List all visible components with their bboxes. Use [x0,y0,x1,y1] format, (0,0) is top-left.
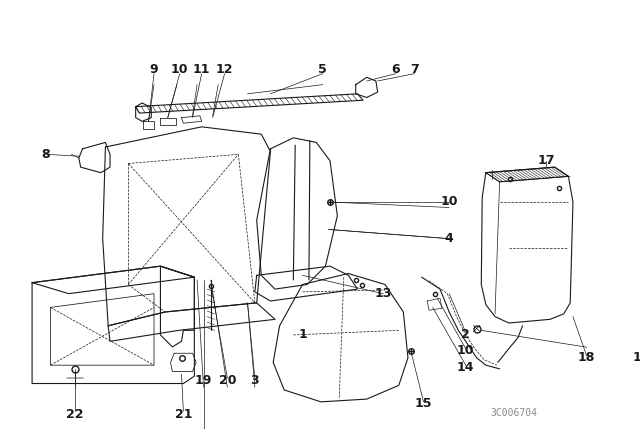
Text: 11: 11 [193,64,211,77]
Text: 21: 21 [175,408,192,421]
Text: 7: 7 [410,64,419,77]
Text: 20: 20 [219,374,236,387]
Text: 18: 18 [578,351,595,364]
Text: 14: 14 [457,361,474,374]
Text: 3C006704: 3C006704 [490,408,537,418]
Text: 16: 16 [633,351,640,364]
Text: 15: 15 [415,397,432,410]
Text: 3: 3 [250,374,259,387]
Text: 19: 19 [195,374,212,387]
Text: 10: 10 [457,344,474,357]
Text: 10: 10 [440,195,458,208]
Text: 17: 17 [538,154,555,167]
Text: 8: 8 [42,148,50,161]
Text: 9: 9 [150,64,158,77]
Text: 10: 10 [171,64,188,77]
Text: 12: 12 [216,64,234,77]
Text: 5: 5 [318,64,327,77]
Text: 2: 2 [461,327,470,340]
Text: 4: 4 [445,232,454,245]
Text: 13: 13 [374,287,392,300]
Text: 22: 22 [67,408,84,421]
Text: 1: 1 [298,327,307,340]
Text: 6: 6 [392,64,401,77]
